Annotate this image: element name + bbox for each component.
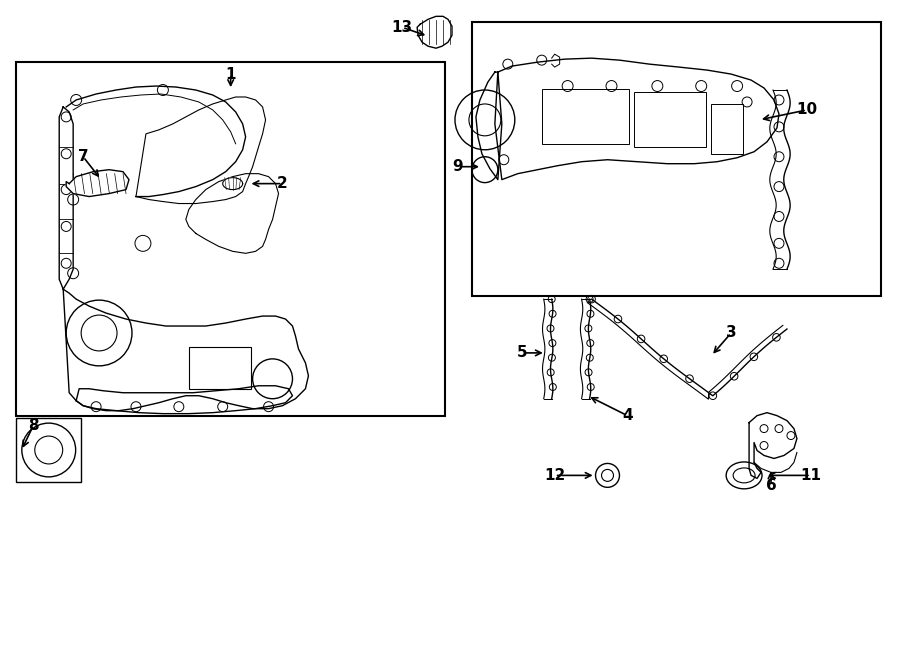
Text: 13: 13: [392, 20, 413, 35]
Text: 8: 8: [28, 418, 39, 433]
Polygon shape: [67, 170, 129, 196]
Bar: [711, 104, 743, 154]
Text: 5: 5: [517, 346, 527, 360]
Bar: [634, 92, 706, 147]
Bar: [542, 89, 629, 144]
Text: 11: 11: [800, 468, 822, 483]
Text: 9: 9: [453, 159, 464, 175]
Text: 2: 2: [277, 176, 288, 191]
Text: 6: 6: [766, 478, 777, 493]
Text: 1: 1: [225, 67, 236, 81]
Polygon shape: [417, 17, 452, 48]
Bar: [16, 62, 445, 416]
Text: 12: 12: [544, 468, 565, 483]
Text: 3: 3: [725, 325, 736, 340]
Text: 7: 7: [77, 149, 88, 164]
Bar: [472, 22, 881, 296]
Polygon shape: [222, 178, 243, 190]
Text: 4: 4: [622, 408, 633, 423]
Text: 10: 10: [796, 102, 817, 118]
Bar: [189, 347, 250, 389]
Bar: [16, 418, 81, 483]
